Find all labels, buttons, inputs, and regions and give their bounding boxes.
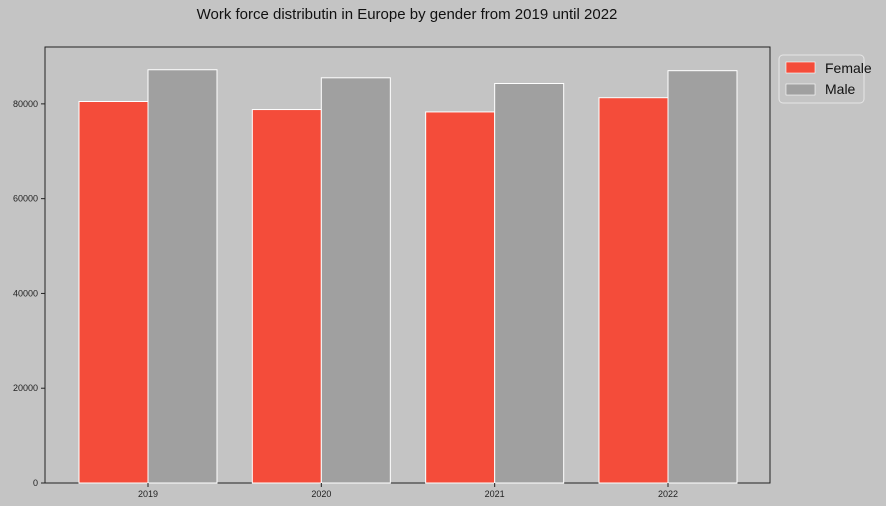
- x-tick-label-2021: 2021: [485, 489, 505, 499]
- legend-label-female: Female: [825, 60, 872, 76]
- y-axis: 0 20000 40000 60000 80000: [13, 99, 45, 488]
- x-tick-label-2020: 2020: [311, 489, 331, 499]
- y-tick-label-40000: 40000: [13, 288, 38, 298]
- bar-male-2020: [320, 77, 391, 484]
- bar-male-2019: [147, 69, 218, 484]
- y-tick-label-0: 0: [33, 478, 38, 488]
- x-tick-label-2019: 2019: [138, 489, 158, 499]
- y-tick-label-60000: 60000: [13, 194, 38, 204]
- bars-group: [78, 69, 738, 484]
- bar-female-2021: [425, 111, 496, 484]
- bar-female-2019: [78, 101, 149, 484]
- bar-female-2022: [598, 97, 669, 484]
- legend-swatch-male: [785, 83, 816, 96]
- bar-female-2020: [251, 109, 322, 484]
- legend: Female Male: [778, 54, 872, 104]
- chart-title: Work force distributin in Europe by gend…: [197, 6, 618, 23]
- y-tick-label-20000: 20000: [13, 383, 38, 393]
- y-tick-label-80000: 80000: [13, 99, 38, 109]
- legend-label-male: Male: [825, 81, 856, 97]
- x-axis: 2019 2020 2021 2022: [138, 483, 678, 499]
- bar-male-2022: [667, 70, 738, 484]
- legend-swatch-female: [785, 61, 816, 74]
- bar-male-2021: [494, 82, 565, 484]
- x-tick-label-2022: 2022: [658, 489, 678, 499]
